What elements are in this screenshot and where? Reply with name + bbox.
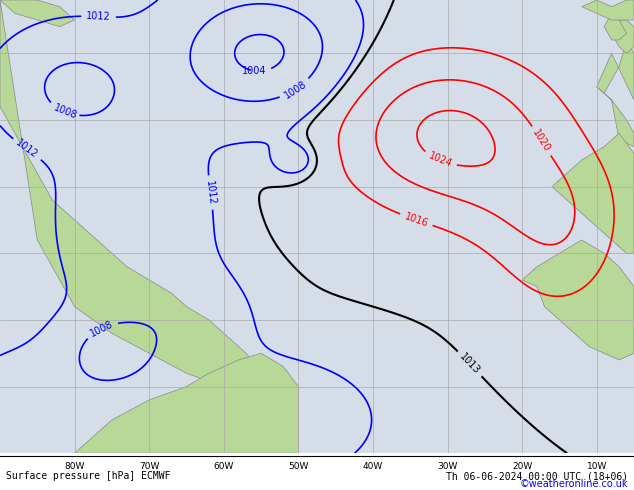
Text: 1012: 1012 [204,180,217,205]
Polygon shape [597,87,634,147]
Text: 1020: 1020 [531,128,552,154]
Text: 80W: 80W [65,463,85,471]
Polygon shape [582,0,634,20]
Polygon shape [604,13,626,40]
Text: 1008: 1008 [282,78,308,100]
Text: Th 06-06-2024 00:00 UTC (18+06): Th 06-06-2024 00:00 UTC (18+06) [446,471,628,481]
Polygon shape [597,40,634,100]
Text: 1004: 1004 [242,66,266,76]
Text: 20W: 20W [512,463,532,471]
Text: 50W: 50W [288,463,309,471]
Text: Surface pressure [hPa] ECMWF: Surface pressure [hPa] ECMWF [6,471,171,481]
Text: 70W: 70W [139,463,159,471]
Text: 1012: 1012 [86,11,111,22]
Text: 30W: 30W [437,463,458,471]
Text: 1016: 1016 [403,211,429,229]
Text: 1008: 1008 [89,318,115,339]
Polygon shape [0,0,299,420]
Text: 10W: 10W [586,463,607,471]
Text: 1013: 1013 [458,351,482,376]
Text: 40W: 40W [363,463,383,471]
Text: ©weatheronline.co.uk: ©weatheronline.co.uk [519,479,628,489]
Text: 1008: 1008 [52,103,79,122]
Polygon shape [0,0,75,26]
Text: 1012: 1012 [14,138,40,161]
Polygon shape [612,20,634,53]
Polygon shape [522,240,634,360]
Text: 1024: 1024 [427,151,453,170]
Text: 60W: 60W [214,463,234,471]
Polygon shape [75,353,299,453]
Polygon shape [552,133,634,253]
